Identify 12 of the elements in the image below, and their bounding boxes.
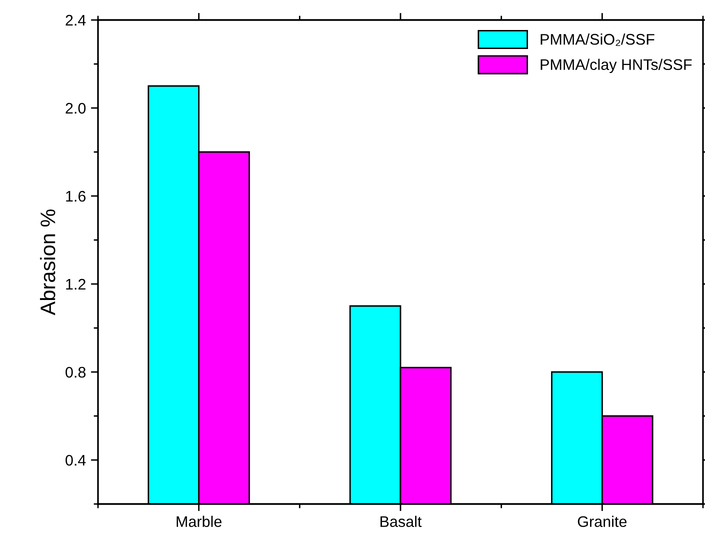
y-tick-label: 1.6 [66, 190, 86, 202]
y-tick-label: 0.4 [66, 454, 86, 466]
y-tick-label: 2.0 [66, 102, 86, 114]
x-tick-label: Marble [176, 516, 222, 528]
y-tick-label: 1.2 [66, 278, 86, 290]
y-axis-title: Abrasion % [40, 209, 56, 316]
y-tick-label: 0.8 [66, 366, 86, 378]
y-tick-label: 2.4 [66, 14, 86, 26]
legend-label: PMMA/clay HNTs/SSF [540, 58, 692, 74]
legend-label: PMMA/SiO₂/SSF [540, 34, 654, 46]
x-tick-label: Granite [578, 516, 627, 528]
x-tick-label: Basalt [380, 516, 422, 528]
